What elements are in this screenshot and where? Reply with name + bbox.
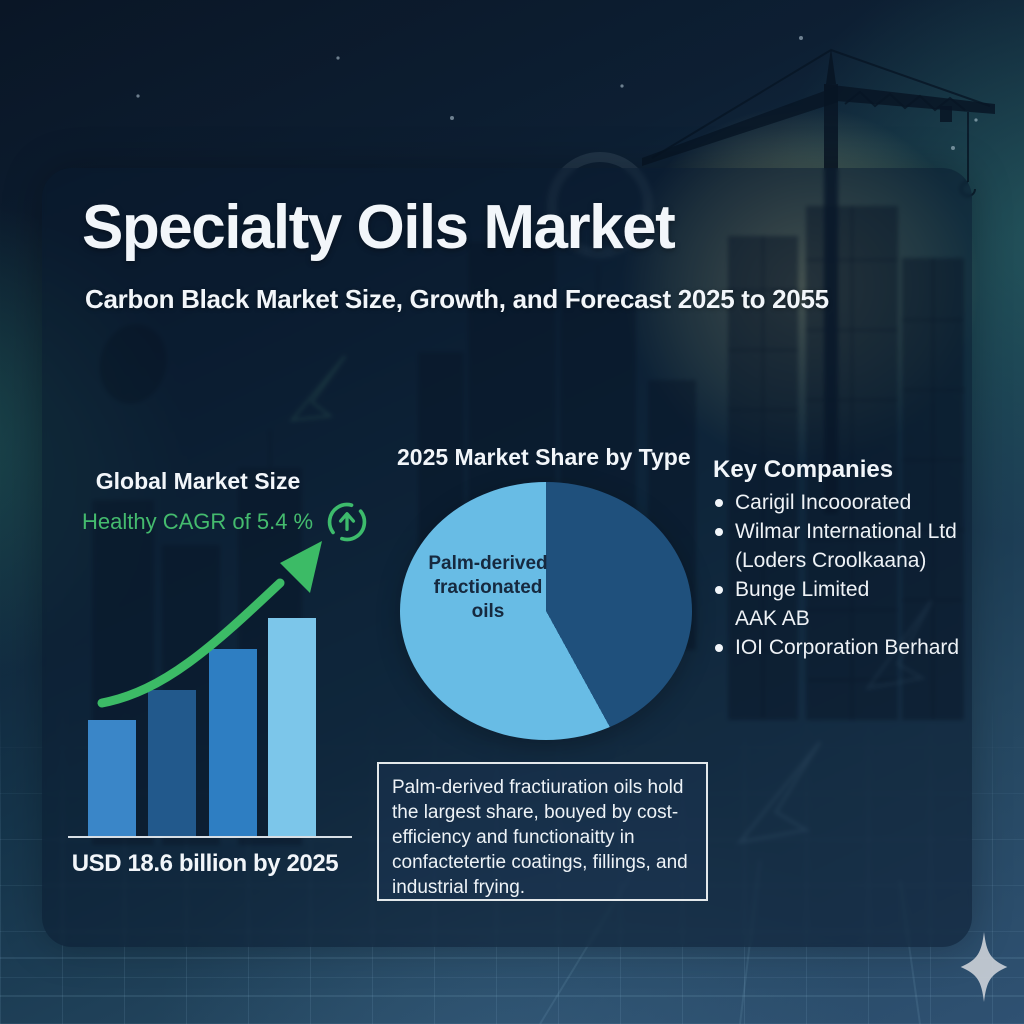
key-companies-list: Carigil Incooorated Wilmar International …	[713, 488, 988, 662]
sparkle-icon	[960, 932, 1008, 1002]
pie-chart-title: 2025 Market Share by Type	[397, 444, 691, 470]
pie-slice-label: Palm-derived fractionated oils	[428, 553, 548, 622]
bar-chart	[66, 541, 358, 838]
company-item: Wilmar International Ltd	[713, 517, 988, 546]
main-panel: Specialty Oils Market Carbon Black Marke…	[42, 168, 972, 947]
page-title: Specialty Oils Market	[82, 193, 676, 262]
cagr-row: Healthy CAGR of 5.4 %	[82, 500, 369, 544]
bar-4	[268, 618, 316, 836]
star-dots	[136, 36, 978, 150]
key-companies-heading: Key Companies	[713, 456, 894, 483]
bar-2	[148, 690, 196, 836]
company-item: (Loders Croolkaana)	[735, 549, 927, 572]
growth-arrow-icon	[97, 541, 322, 708]
company-item: IOI Corporation Berhard	[713, 633, 988, 662]
note-text: Palm-derived fractiuration oils hold the…	[392, 777, 688, 899]
company-item: AAK AB	[735, 607, 810, 630]
global-market-size-heading: Global Market Size	[95, 468, 301, 494]
company-item: Bunge Limited	[713, 575, 988, 604]
cagr-text: Healthy CAGR of 5.4 %	[82, 509, 314, 534]
bar-1	[88, 720, 136, 836]
page-subtitle: Carbon Black Market Size, Growth, and Fo…	[85, 284, 829, 314]
pie-chart: Palm-derived fractionated oils	[400, 482, 692, 740]
market-value-caption: USD 18.6 billion by 2025	[71, 850, 339, 877]
bar-chart-baseline	[68, 836, 352, 838]
bar-3	[209, 649, 257, 836]
company-item: Carigil Incooorated	[713, 488, 988, 517]
arrow-up-circle-icon	[325, 500, 369, 544]
note-box: Palm-derived fractiuration oils hold the…	[377, 762, 708, 901]
